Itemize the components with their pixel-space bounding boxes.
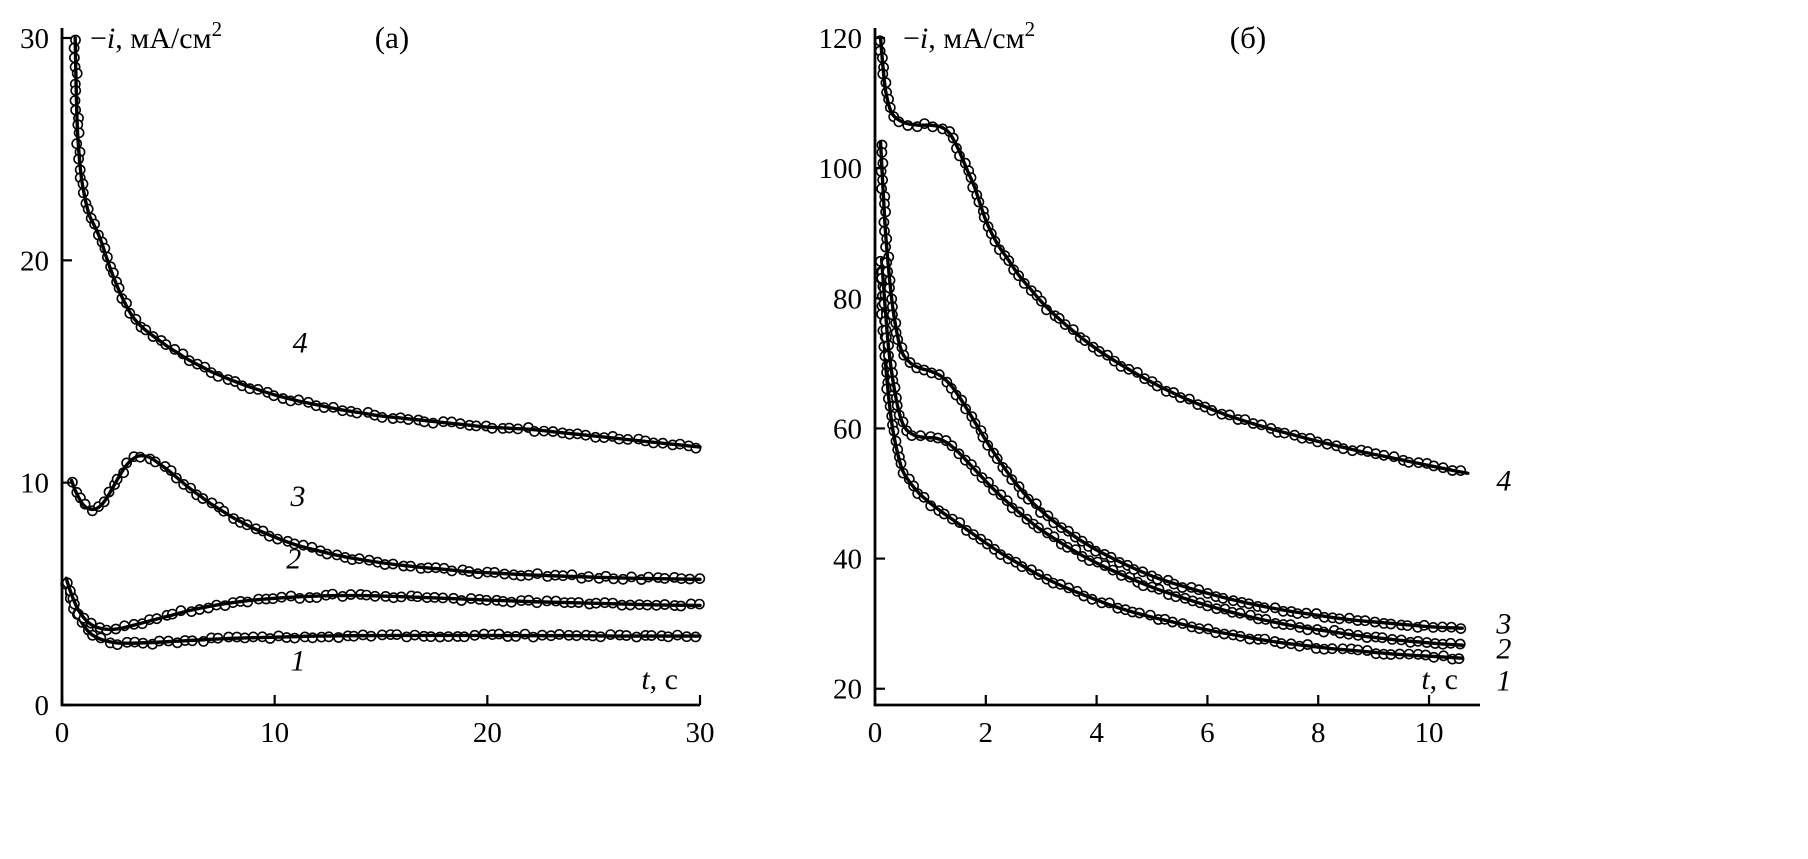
curve-label-1: 1 (1496, 664, 1511, 697)
x-tick-label: 20 (473, 717, 502, 749)
panel-a: 0 10 20 30 0 10 20 30 −i, мА/см2 (а) t, с 4 3 2 1 (20, 17, 715, 749)
series-3 (875, 139, 1467, 634)
panel-b: 0 2 4 6 8 10 20 40 60 80 100 120 −i, мА/см2 (б) t, с 4 3… (819, 17, 1512, 749)
series-1-line (878, 257, 1464, 660)
series-2-line (64, 576, 702, 632)
series-3 (67, 451, 706, 585)
curve-label-4: 4 (1496, 464, 1511, 497)
x-tick-label: 10 (260, 717, 289, 749)
x-tick-label: 30 (686, 717, 715, 749)
y-tick-label: 30 (20, 23, 49, 55)
series-1-line (64, 578, 702, 645)
series-4-line (878, 36, 1470, 476)
curve-label-3: 3 (290, 480, 306, 513)
series-4-markers (68, 34, 702, 454)
curve-label-2: 2 (1496, 632, 1511, 665)
plot-area (874, 35, 1470, 665)
x-tick-label: 0 (55, 717, 70, 749)
series-3-markers (875, 139, 1467, 634)
y-axis-label: −i, мА/см2 (903, 17, 1035, 55)
curve-label-2: 2 (286, 542, 301, 575)
y-tick-label: 10 (20, 468, 49, 500)
x-tick-label: 6 (1200, 717, 1215, 749)
curve-label-1: 1 (291, 645, 306, 678)
x-tick-label: 8 (1311, 717, 1326, 749)
curve-label-4: 4 (293, 327, 308, 360)
y-tick-label: 20 (20, 245, 49, 277)
series-2-markers (61, 577, 705, 636)
x-tick-label: 0 (868, 717, 883, 749)
series-3-line (878, 140, 1464, 630)
curve-label-3: 3 (1495, 608, 1511, 641)
series-2-line (879, 257, 1464, 647)
y-tick-label: 120 (819, 23, 863, 55)
y-axis-label: −i, мА/см2 (90, 17, 222, 55)
x-tick-label: 4 (1089, 717, 1104, 749)
y-tick-label: 20 (833, 674, 862, 706)
x-axis-label: t, с (641, 663, 678, 696)
panel-title: (б) (1230, 20, 1266, 55)
y-tick-label: 80 (833, 283, 862, 315)
x-tick-label: 2 (979, 717, 994, 749)
y-tick-label: 60 (833, 413, 862, 445)
series-4 (68, 34, 702, 454)
y-tick-label: 100 (819, 153, 863, 185)
x-axis-label: t, с (1421, 663, 1458, 696)
y-tick-label: 0 (35, 690, 50, 722)
series-3-line (69, 453, 702, 582)
plot-area (60, 34, 706, 650)
x-tick-label: 10 (1415, 717, 1444, 749)
series-4-line (73, 36, 702, 449)
series-2 (61, 576, 705, 636)
y-tick-label: 40 (833, 544, 862, 576)
panel-title: (а) (375, 20, 409, 55)
